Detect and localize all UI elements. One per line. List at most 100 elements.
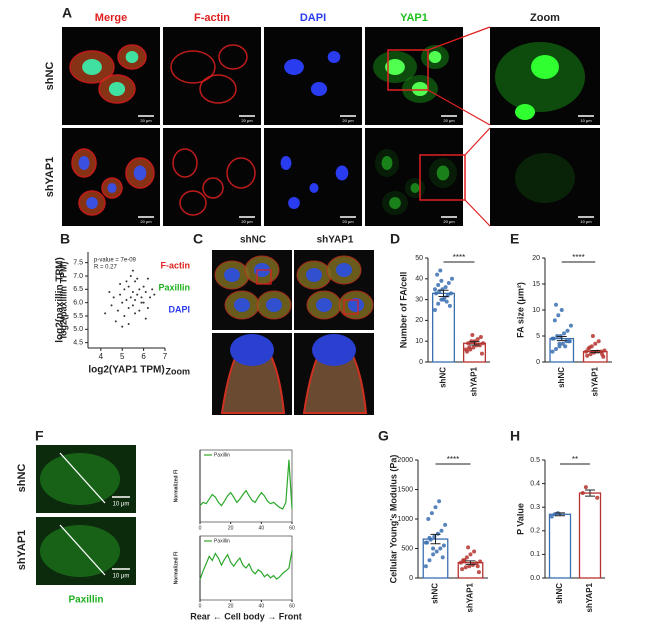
panel-letter: E	[510, 231, 519, 247]
nucleus	[108, 82, 126, 96]
y-tick-label: 15	[532, 281, 540, 288]
point	[153, 293, 156, 296]
x-axis-label: log2(YAP1 TPM)	[88, 365, 164, 376]
point	[435, 531, 440, 536]
point	[112, 296, 115, 299]
point	[125, 280, 128, 283]
point	[140, 296, 143, 299]
point	[423, 540, 428, 545]
scale-label: 20 μm	[241, 118, 253, 123]
x-tick-label: 20	[228, 525, 234, 531]
error-bar	[556, 336, 567, 342]
nucleus	[348, 298, 364, 312]
panel-letter: F	[35, 428, 44, 444]
scale-label: 10 μm	[580, 118, 592, 123]
point	[427, 535, 432, 540]
point	[587, 345, 592, 350]
scale-label: 20 μm	[140, 118, 152, 123]
point	[129, 296, 132, 299]
x-tick-label: 6	[141, 352, 146, 361]
nucleus	[230, 334, 274, 366]
point	[441, 297, 446, 302]
point	[131, 304, 134, 307]
point	[440, 555, 445, 560]
nucleus	[234, 298, 250, 312]
point	[550, 336, 555, 341]
point	[550, 349, 555, 354]
point	[471, 345, 476, 350]
point	[437, 499, 442, 504]
scale-label: 20 μm	[443, 219, 455, 224]
point	[553, 347, 558, 351]
nucleus	[86, 197, 98, 209]
y-tick-label: 0	[536, 359, 540, 366]
nucleus	[78, 156, 90, 170]
nucleus	[436, 165, 450, 181]
column-header: shYAP1	[317, 235, 354, 246]
scale-label: 20 μm	[342, 118, 354, 123]
scale-label: 10 μm	[113, 574, 130, 580]
row-label: shYAP1	[44, 157, 56, 198]
point	[470, 332, 475, 337]
point	[447, 303, 452, 308]
channel-label: F-actin	[160, 260, 190, 270]
cell	[170, 50, 216, 84]
cell	[202, 177, 224, 199]
micrograph	[264, 27, 362, 125]
point	[467, 564, 472, 569]
point	[475, 564, 480, 569]
cells	[170, 44, 248, 104]
error-bar	[555, 512, 565, 517]
point	[463, 347, 468, 352]
cell	[172, 148, 198, 178]
point	[462, 558, 467, 563]
point	[584, 349, 589, 354]
point	[446, 280, 451, 285]
bar	[548, 513, 572, 579]
point	[475, 337, 480, 342]
cells	[515, 153, 575, 203]
nucleus	[336, 263, 352, 277]
y-tick-label: 5.0	[73, 326, 83, 333]
y-tick-label: 5.5	[73, 313, 83, 320]
x-tick-label: 40	[259, 525, 265, 531]
point	[144, 317, 147, 320]
point	[481, 341, 486, 346]
column-header: YAP1	[400, 12, 428, 24]
point	[136, 293, 139, 296]
error-bar	[438, 289, 449, 297]
point	[426, 517, 431, 521]
y-axis-label: log2(paxillin TPM)	[58, 261, 68, 338]
panel-letter: A	[62, 5, 72, 21]
point	[131, 291, 134, 293]
point	[110, 304, 113, 307]
micrograph	[490, 128, 600, 226]
y-tick-label: 50	[415, 255, 423, 262]
error-bar	[469, 341, 480, 346]
point	[427, 558, 432, 563]
y-tick-label: 20	[532, 255, 540, 262]
cell	[515, 153, 575, 203]
point	[127, 323, 130, 325]
legend-label: Paxillin	[214, 538, 230, 544]
point	[552, 318, 557, 323]
nucleus	[125, 51, 139, 63]
y-axis-label: P Value	[515, 503, 525, 535]
line	[199, 459, 293, 510]
point	[119, 283, 122, 285]
category-label: shYAP1	[585, 582, 594, 612]
x-tick-label: 40	[259, 603, 265, 609]
y-tick-label: 6.0	[73, 300, 83, 307]
point	[432, 287, 437, 292]
cell	[40, 525, 120, 577]
zoom-connector	[464, 127, 491, 156]
cell	[199, 74, 237, 104]
point	[563, 344, 568, 349]
cells	[284, 51, 341, 96]
point	[436, 283, 441, 288]
panel-letter: B	[60, 231, 70, 247]
point	[585, 353, 590, 358]
point	[434, 291, 439, 296]
point	[590, 334, 595, 338]
zoom-connector	[427, 89, 491, 126]
